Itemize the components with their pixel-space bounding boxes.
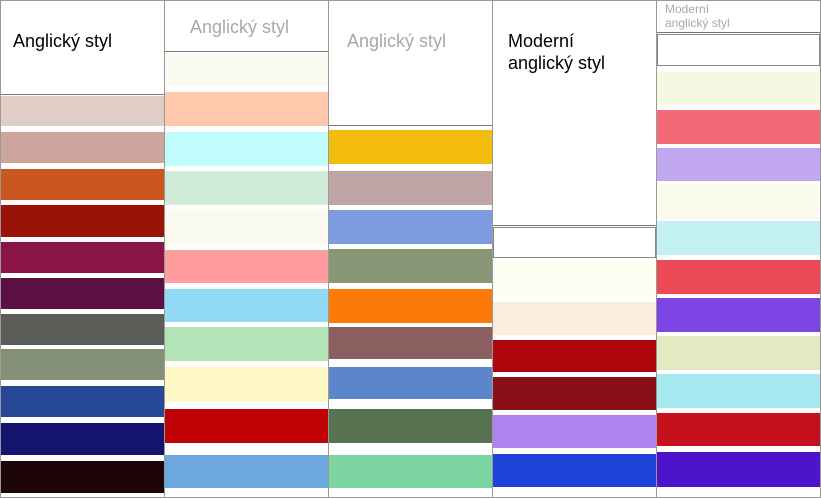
color-swatch — [657, 34, 820, 66]
title-line: Anglický styl — [190, 17, 290, 37]
title-line: Anglický styl — [347, 31, 447, 51]
palette-column: Anglický styl — [328, 0, 493, 498]
title-line: Moderní — [508, 31, 575, 51]
color-swatch — [329, 409, 492, 443]
color-swatch — [329, 210, 492, 244]
color-swatch — [165, 367, 328, 402]
color-swatch — [1, 349, 164, 380]
color-swatch — [493, 377, 656, 410]
color-swatch — [1, 242, 164, 273]
color-swatch — [165, 250, 328, 283]
color-swatch — [657, 148, 820, 181]
color-swatch — [165, 92, 328, 126]
color-swatch — [329, 455, 492, 488]
column-title: Anglický styl — [190, 17, 289, 39]
color-swatch — [1, 96, 164, 126]
column-header: Anglický styl — [329, 0, 492, 126]
column-title: Anglický styl — [13, 31, 112, 53]
color-swatch — [1, 314, 164, 345]
palette-column: Moderní anglický styl — [656, 0, 821, 498]
color-swatch — [493, 340, 656, 372]
color-swatch — [1, 461, 164, 493]
color-swatch — [329, 367, 492, 399]
column-title: Moderní anglický styl — [665, 2, 730, 31]
column-title: Anglický styl — [347, 31, 446, 53]
title-line: anglický styl — [508, 52, 606, 73]
column-header: Anglický styl — [165, 0, 328, 52]
palette-column: Anglický styl — [164, 0, 329, 498]
color-swatch — [329, 171, 492, 205]
color-swatch — [657, 260, 820, 294]
color-swatch — [165, 53, 328, 86]
color-swatch — [1, 205, 164, 237]
color-swatch — [329, 327, 492, 359]
color-swatch — [165, 409, 328, 443]
color-swatch — [165, 132, 328, 166]
color-swatch — [165, 327, 328, 361]
color-swatch — [493, 261, 656, 296]
color-swatch — [165, 209, 328, 245]
color-swatch — [329, 289, 492, 323]
color-swatch — [657, 298, 820, 332]
color-swatch — [493, 227, 656, 258]
color-swatch — [493, 302, 656, 335]
color-swatch — [657, 110, 820, 144]
color-swatch — [165, 171, 328, 205]
color-swatch — [657, 452, 820, 487]
color-swatch — [329, 249, 492, 283]
column-header: Anglický styl — [1, 0, 164, 95]
color-swatch — [1, 278, 164, 309]
color-swatch — [657, 336, 820, 370]
title-line: Anglický styl — [13, 31, 113, 51]
color-swatch — [1, 132, 164, 163]
color-swatch — [657, 413, 820, 446]
color-swatch — [657, 221, 820, 255]
color-swatch — [165, 455, 328, 488]
color-swatch — [165, 289, 328, 322]
palette-column: Anglický styl — [0, 0, 165, 498]
color-swatch — [657, 374, 820, 408]
color-swatch — [329, 130, 492, 164]
column-header: Moderní anglický styl — [493, 0, 656, 226]
palette-column: Moderní anglický styl — [492, 0, 657, 498]
color-swatch — [1, 386, 164, 417]
color-swatch — [657, 184, 820, 219]
column-header: Moderní anglický styl — [657, 0, 820, 33]
color-swatch — [657, 72, 820, 105]
color-swatch — [1, 169, 164, 200]
column-title: Moderní anglický styl — [508, 31, 605, 74]
title-line: Moderní — [665, 2, 710, 16]
title-line: anglický styl — [665, 16, 730, 31]
color-swatch — [1, 423, 164, 455]
color-swatch — [493, 454, 656, 487]
color-swatch — [493, 415, 656, 448]
